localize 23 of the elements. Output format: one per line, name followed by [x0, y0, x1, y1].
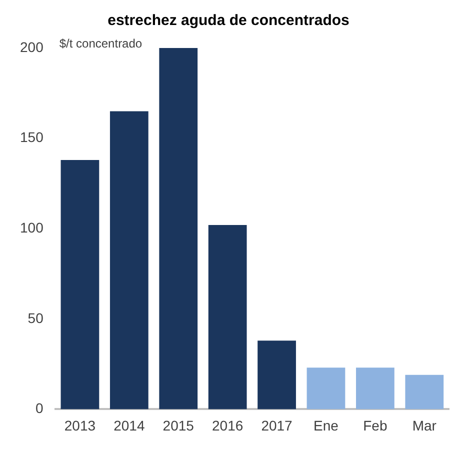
- y-tick-label: 0: [36, 400, 44, 416]
- y-axis-title: $/t concentrado: [59, 36, 142, 50]
- bar: [60, 160, 100, 410]
- x-tick-label: Mar: [412, 417, 437, 434]
- x-tick-label: 2015: [162, 417, 194, 434]
- x-tick-label: 2013: [64, 417, 96, 434]
- chart-title: estrechez aguda de concentrados: [108, 12, 350, 30]
- x-tick-label: 2017: [261, 417, 293, 434]
- y-tick-label: 200: [20, 38, 44, 55]
- bar: [306, 368, 346, 410]
- y-tick-label: 100: [20, 219, 44, 236]
- y-tick-label: 50: [28, 310, 44, 326]
- y-tick-label: 150: [20, 129, 44, 146]
- x-tick-label: 2014: [114, 417, 145, 434]
- x-tick-label: 2016: [212, 417, 244, 434]
- x-tick-label: Ene: [314, 417, 339, 434]
- bar: [356, 368, 394, 410]
- bar: [208, 224, 247, 410]
- bar: [405, 374, 444, 410]
- bar: [159, 48, 198, 410]
- bar: [110, 111, 148, 410]
- x-tick-label: Feb: [363, 417, 388, 434]
- bar: [258, 340, 296, 410]
